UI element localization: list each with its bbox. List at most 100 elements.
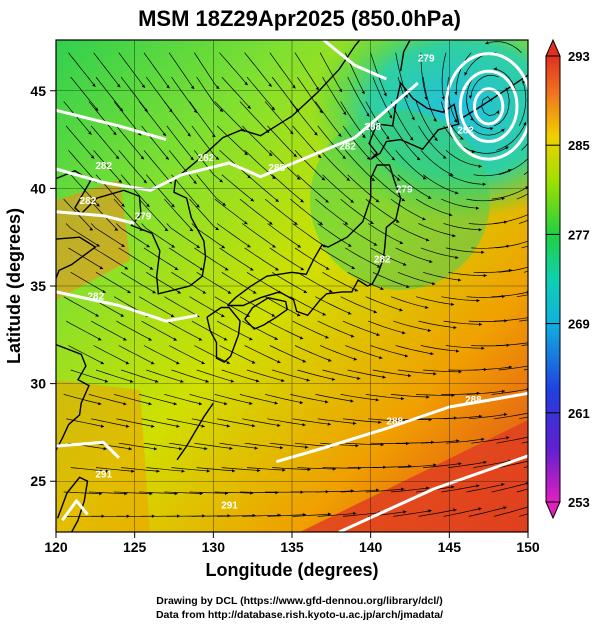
streamline-arrow-icon xyxy=(271,106,275,111)
streamline-arrow-icon xyxy=(88,131,92,135)
streamline-arrow-icon xyxy=(424,96,428,100)
streamline xyxy=(168,150,197,185)
streamline xyxy=(322,174,355,203)
streamline-arrow-icon xyxy=(483,460,487,465)
credit-data: Data from http://database.rish.kyoto-u.a… xyxy=(155,609,444,621)
streamline xyxy=(88,101,117,136)
streamline xyxy=(390,101,414,141)
streamline xyxy=(63,296,100,317)
streamline-arrow-icon xyxy=(325,400,329,404)
streamline-arrow-icon xyxy=(468,95,473,99)
streamline xyxy=(214,198,248,225)
streamline xyxy=(221,76,252,109)
streamline xyxy=(70,467,110,472)
streamline-arrow-icon xyxy=(503,412,508,417)
streamline xyxy=(214,394,253,405)
streamline-arrow-icon xyxy=(404,354,409,358)
streamline xyxy=(95,467,135,472)
streamline-arrow-icon xyxy=(193,180,197,184)
streamline-arrow-icon xyxy=(300,267,304,271)
streamline-arrow-icon xyxy=(90,155,95,159)
streamline-arrow-icon xyxy=(96,243,100,247)
streamline-arrow-icon xyxy=(247,105,251,109)
streamline-arrow-icon xyxy=(244,221,248,225)
streamline xyxy=(390,296,429,309)
streamline-arrow-icon xyxy=(478,507,482,511)
streamline-arrow-icon xyxy=(125,424,130,428)
streamline-arrow-icon xyxy=(251,424,256,428)
streamline xyxy=(146,369,184,383)
streamline xyxy=(372,271,410,288)
streamline-arrow-icon xyxy=(385,135,390,140)
streamline xyxy=(164,394,203,405)
streamline-arrow-icon xyxy=(406,284,410,289)
streamline-arrow-icon xyxy=(244,81,248,86)
coastline xyxy=(151,137,224,295)
streamline xyxy=(397,174,432,199)
streamline-arrow-icon xyxy=(362,134,366,139)
streamline xyxy=(244,345,281,364)
streamline xyxy=(138,101,167,137)
streamline-arrow-icon xyxy=(375,199,380,203)
streamline xyxy=(485,41,522,53)
streamline-arrow-icon xyxy=(501,482,505,487)
streamline-arrow-icon xyxy=(299,336,304,340)
streamline xyxy=(422,174,459,194)
streamline xyxy=(443,223,482,231)
streamline xyxy=(496,240,528,249)
streamline-arrow-icon xyxy=(452,234,456,238)
streamline-arrow-icon xyxy=(92,83,96,87)
streamline xyxy=(473,169,512,177)
streamline xyxy=(239,491,279,494)
streamline-arrow-icon xyxy=(124,492,128,496)
streamline-arrow-icon xyxy=(103,447,107,451)
streamline-arrow-icon xyxy=(190,156,194,161)
streamline xyxy=(196,76,224,113)
streamline xyxy=(66,418,105,427)
streamline xyxy=(455,52,472,96)
contour-line xyxy=(56,210,136,225)
streamline-arrow-icon xyxy=(470,117,474,121)
streamline xyxy=(194,345,231,364)
contour-label: 279 xyxy=(135,212,152,223)
streamline-arrow-icon xyxy=(224,267,229,271)
streamline xyxy=(315,198,349,225)
streamline-arrow-icon xyxy=(204,446,208,451)
streamline xyxy=(516,294,528,298)
streamline xyxy=(143,442,183,450)
streamline xyxy=(214,296,250,318)
streamline xyxy=(317,125,346,160)
streamline-arrow-icon xyxy=(102,289,106,293)
streamline xyxy=(390,198,426,221)
streamline xyxy=(441,296,480,302)
streamline xyxy=(290,101,318,136)
streamline-arrow-icon xyxy=(127,290,131,294)
streamline-arrow-icon xyxy=(249,337,253,341)
streamline xyxy=(120,174,150,208)
streamline-arrow-icon xyxy=(399,308,403,312)
streamline-arrow-icon xyxy=(433,372,437,376)
streamline-arrow-icon xyxy=(151,424,155,428)
streamline xyxy=(244,52,273,87)
streamline-arrow-icon xyxy=(529,154,532,157)
streamline xyxy=(269,442,309,448)
contour-label: 291 xyxy=(95,469,112,480)
streamline-arrow-icon xyxy=(422,176,427,180)
contour-label: 282 xyxy=(87,292,104,303)
streamline-arrow-icon xyxy=(533,458,536,461)
streamline-arrow-icon xyxy=(328,289,333,293)
streamline xyxy=(118,150,148,184)
streamline xyxy=(246,272,282,294)
streamline xyxy=(317,512,357,517)
streamline xyxy=(315,101,342,137)
streamline xyxy=(216,223,251,248)
streamline xyxy=(445,438,485,444)
streamline xyxy=(214,491,254,494)
streamline-arrow-icon xyxy=(344,221,349,225)
streamline-arrow-icon xyxy=(277,360,281,364)
streamline xyxy=(166,223,201,249)
streamline-arrow-icon xyxy=(506,436,510,440)
streamline xyxy=(219,52,249,86)
y-tick-label: 30 xyxy=(30,376,46,392)
